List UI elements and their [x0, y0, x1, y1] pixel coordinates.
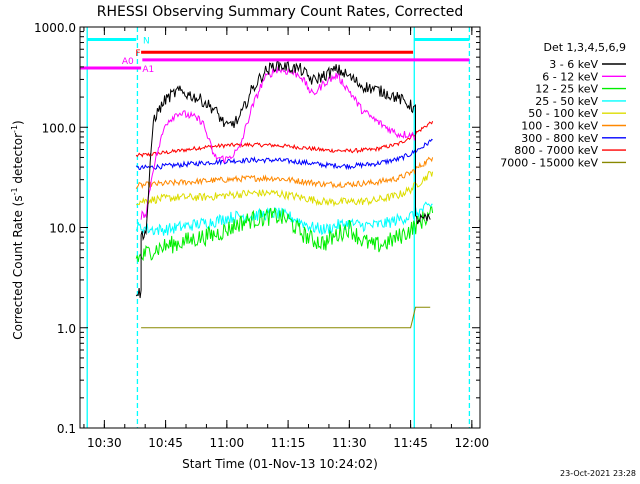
x-tick-label: 12:00: [455, 436, 490, 450]
series-line: [135, 156, 434, 190]
series-line: [135, 59, 431, 299]
y-axis-label-superscript: -1: [10, 187, 19, 195]
x-tick-label: 11:45: [393, 436, 428, 450]
legend-label: 6 - 12 keV: [542, 70, 598, 83]
y-axis-label-superscript: -1: [10, 125, 19, 133]
x-tick-label: 11:15: [271, 436, 306, 450]
y-tick-label: 1000.0: [34, 21, 76, 35]
chart-title: RHESSI Observing Summary Count Rates, Co…: [97, 4, 463, 20]
series-line: [135, 138, 433, 171]
y-tick-label: 0.1: [57, 422, 76, 436]
legend-label: 300 - 800 keV: [521, 132, 598, 145]
y-axis-label: Corrected Count Rate (s-1 detector-1): [10, 120, 25, 339]
flag-label: A0: [122, 57, 134, 67]
series-line: [135, 171, 434, 208]
legend-label: 12 - 25 keV: [535, 83, 598, 96]
x-tick-label: 11:30: [332, 436, 367, 450]
legend-label: 25 - 50 keV: [535, 95, 598, 108]
legend-label: 7000 - 15000 keV: [500, 156, 598, 169]
legend-title: Det 1,3,4,5,6,9: [543, 41, 626, 54]
legend-label: 100 - 300 keV: [521, 120, 598, 133]
y-axis-label-group: Corrected Count Rate (s-1 detector-1): [10, 120, 25, 339]
x-axis-label: Start Time (01-Nov-13 10:24:02): [182, 457, 378, 471]
legend-label: 50 - 100 keV: [528, 107, 598, 120]
y-tick-label: 10.0: [49, 222, 76, 236]
series-line: [141, 306, 431, 329]
x-tick-label: 10:45: [148, 436, 183, 450]
y-axis-label-part: Corrected Count Rate (s: [11, 195, 25, 339]
series-line: [135, 206, 434, 262]
y-axis-label-part: detector: [11, 133, 25, 188]
flag-label: N: [143, 37, 150, 47]
flag-label: A1: [142, 65, 154, 75]
timestamp: 23-Oct-2021 23:28: [560, 469, 636, 478]
series-line: [135, 121, 434, 158]
y-axis-label-part: ): [11, 120, 25, 125]
y-tick-label: 100.0: [42, 121, 76, 135]
legend-label: 800 - 7000 keV: [514, 144, 598, 157]
series-line: [135, 201, 433, 236]
y-tick-label: 1.0: [57, 322, 76, 336]
flag-label: F: [135, 49, 140, 59]
x-tick-label: 10:30: [87, 436, 122, 450]
x-tick-label: 11:00: [210, 436, 245, 450]
data-layer: [80, 27, 471, 428]
legend-label: 3 - 6 keV: [549, 58, 598, 71]
